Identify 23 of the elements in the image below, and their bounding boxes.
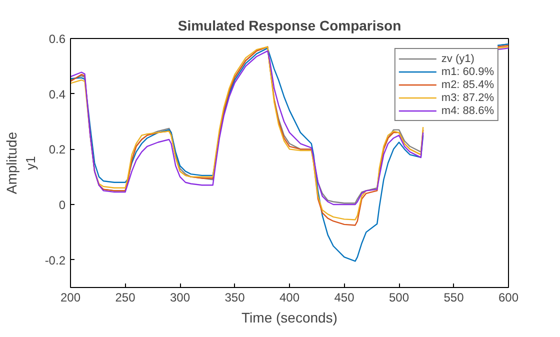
x-tick-label: 200 <box>60 290 81 304</box>
x-axis-title: Time (seconds) <box>242 310 338 326</box>
x-tick-label: 450 <box>334 290 355 304</box>
x-tick-label: 300 <box>170 290 190 304</box>
y-tick-label: 0.6 <box>48 32 66 46</box>
legend-label: m3: 87.2% <box>441 91 494 104</box>
x-tick-label: 500 <box>388 290 410 304</box>
legend-label: zv (y1) <box>441 52 474 65</box>
x-tick-label: 550 <box>444 290 464 304</box>
y-tick-label: -0.2 <box>44 253 66 268</box>
legend-label: m2: 85.4% <box>441 78 494 91</box>
y-axis-title: Amplitude <box>4 132 20 194</box>
y-tick-label: 0.2 <box>48 142 66 157</box>
x-tick-label: 250 <box>115 290 136 304</box>
x-tick-label: 350 <box>224 290 246 304</box>
text: y1 <box>22 156 38 170</box>
legend-label: m1: 60.9% <box>441 65 494 78</box>
legend-label: m4: 88.6% <box>441 104 494 117</box>
y-tick-label: 0 <box>58 198 66 212</box>
y-tick-label: 0.4 <box>48 87 66 102</box>
chart-title: Simulated Response Comparison <box>178 18 402 34</box>
x-tick-label: 400 <box>279 290 300 304</box>
x-tick-label: 600 <box>498 290 519 304</box>
